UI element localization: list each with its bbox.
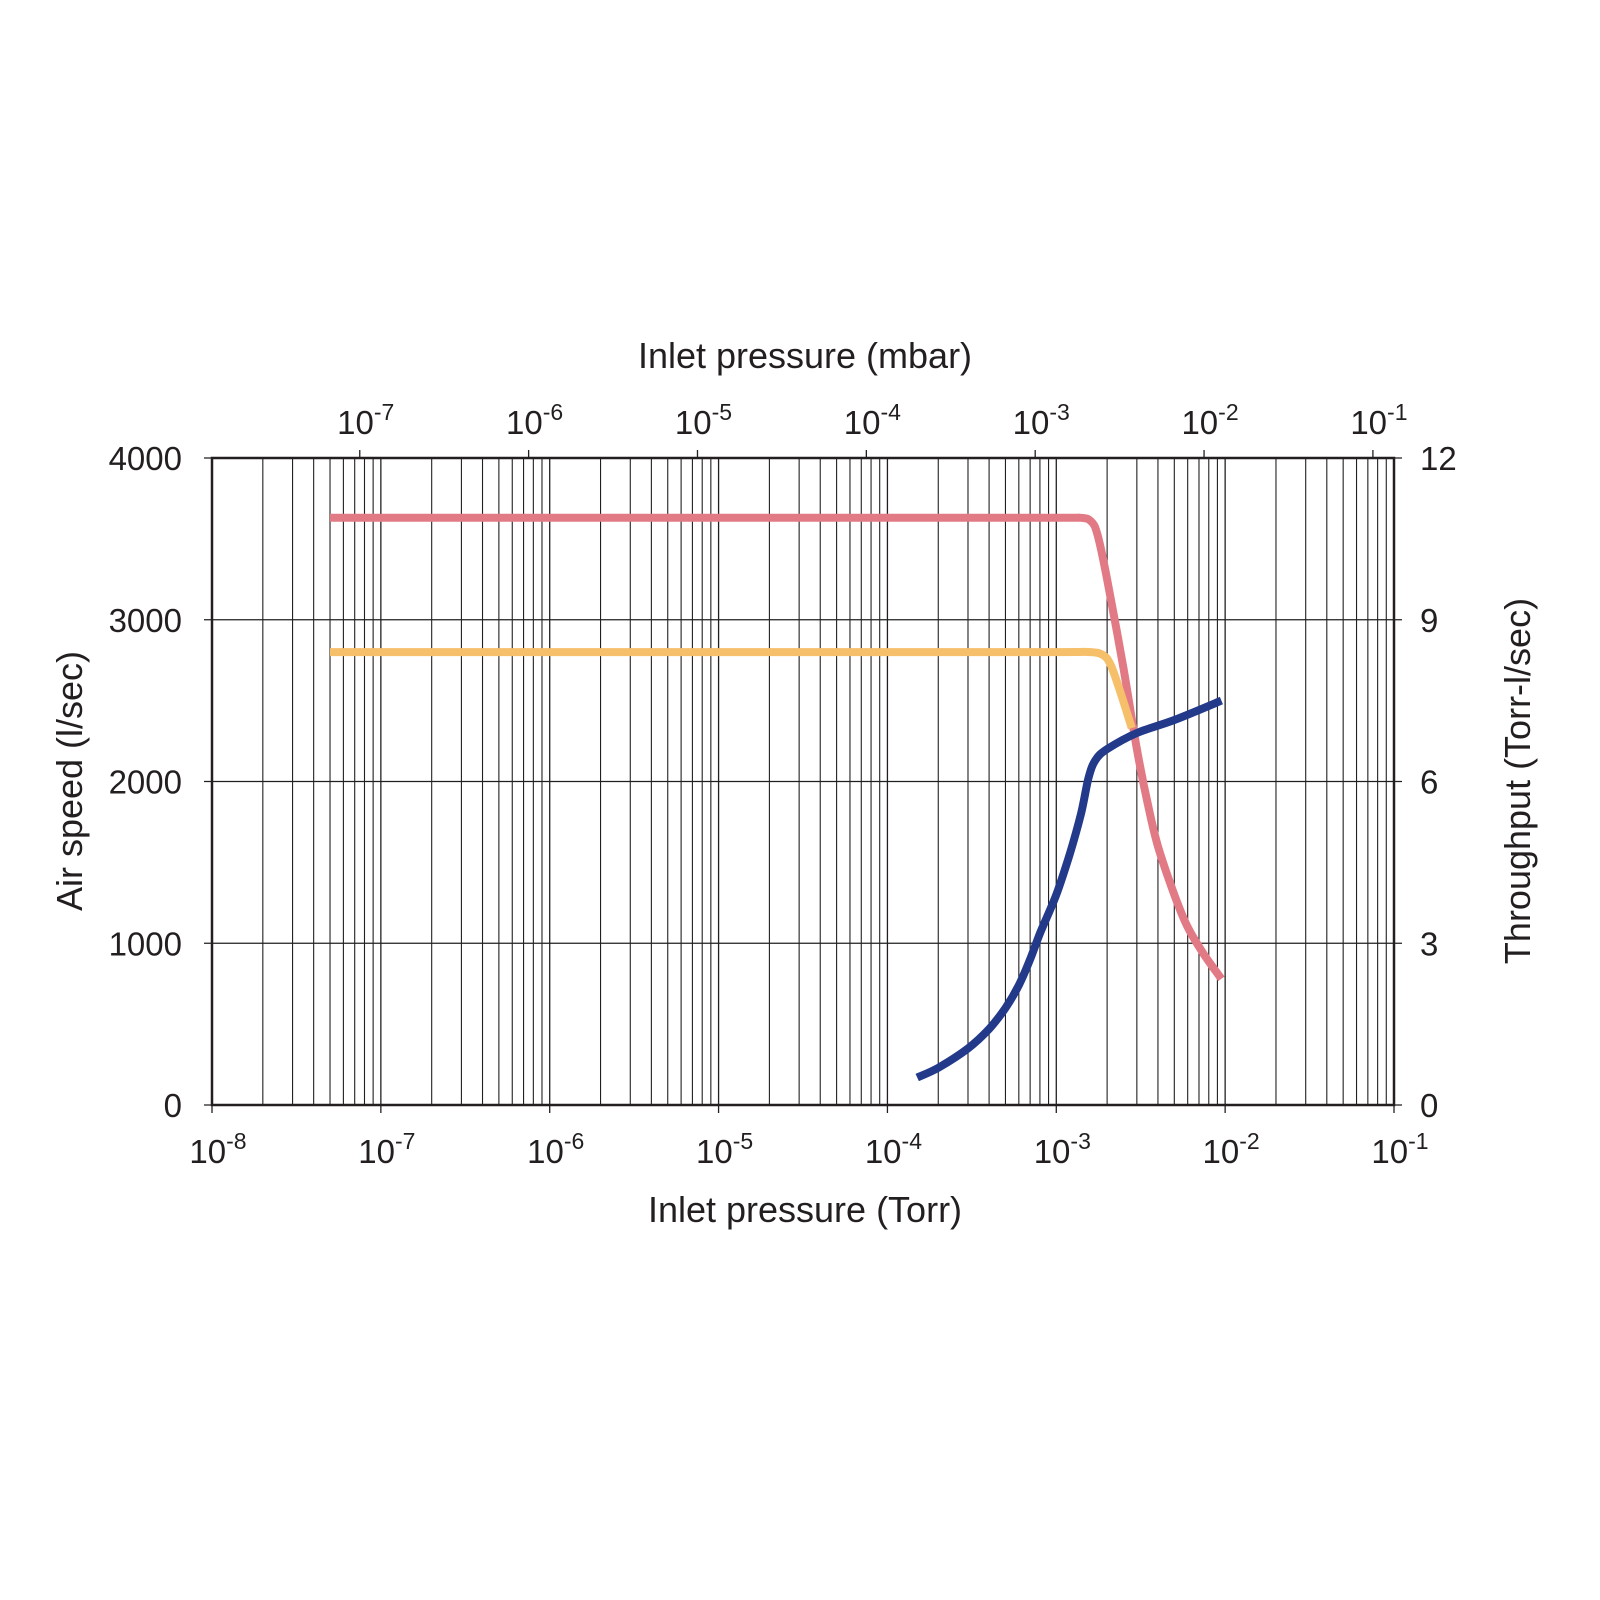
x-tick-label: 10-3 <box>1034 1128 1091 1170</box>
y-tick-label: 0 <box>164 1087 182 1124</box>
y2-tick-label: 6 <box>1420 764 1438 801</box>
y2-tick-label: 3 <box>1420 925 1438 962</box>
x-tick-label: 10-5 <box>696 1128 753 1170</box>
x-tick-label: 10-7 <box>358 1128 415 1170</box>
x2-tick-label: 10-4 <box>844 399 901 441</box>
top-x-axis-title: Inlet pressure (mbar) <box>638 335 972 376</box>
series-line-3 <box>915 696 1223 1082</box>
right-y-axis-title: Throughput (Torr-l/sec) <box>1497 598 1538 964</box>
y2-tick-label: 0 <box>1420 1087 1438 1124</box>
x-tick-label: 10-2 <box>1203 1128 1260 1170</box>
series-layer <box>329 513 1225 1082</box>
axes <box>210 456 1396 1107</box>
x2-tick-label: 10-7 <box>337 399 394 441</box>
series-line-1 <box>330 513 1225 982</box>
series-line-2 <box>329 647 1136 730</box>
y-tick-label: 4000 <box>109 440 182 477</box>
x2-tick-label: 10-6 <box>506 399 563 441</box>
y-tick-label: 3000 <box>109 602 182 639</box>
y-tick-label: 1000 <box>109 925 182 962</box>
x2-tick-label: 10-2 <box>1181 399 1238 441</box>
bottom-x-axis-title: Inlet pressure (Torr) <box>648 1189 962 1230</box>
left-y-axis-title: Air speed (l/sec) <box>49 651 90 911</box>
y2-tick-label: 12 <box>1420 440 1457 477</box>
grid <box>204 450 1402 1113</box>
x2-tick-label: 10-1 <box>1350 399 1407 441</box>
x-tick-label: 10-4 <box>865 1128 922 1170</box>
y-tick-label: 2000 <box>109 764 182 801</box>
x2-tick-label: 10-5 <box>675 399 732 441</box>
x-tick-label: 10-6 <box>527 1128 584 1170</box>
x-tick-label: 10-1 <box>1371 1128 1428 1170</box>
x2-tick-label: 10-3 <box>1013 399 1070 441</box>
x-tick-label: 10-8 <box>189 1128 246 1170</box>
labels: Inlet pressure (mbar) Inlet pressure (To… <box>49 335 1538 1230</box>
plot-frame <box>210 456 1396 1107</box>
y2-tick-label: 9 <box>1420 602 1438 639</box>
